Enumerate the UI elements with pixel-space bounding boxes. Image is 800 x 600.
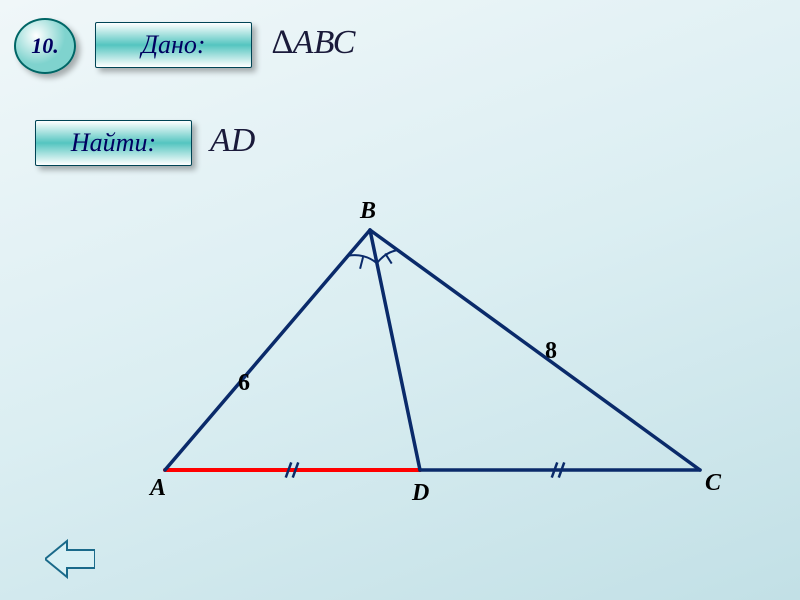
- nav-back-button[interactable]: [45, 538, 95, 580]
- triangle-diagram: A B C D 6 8: [0, 0, 800, 600]
- diagram-label-C: C: [705, 470, 722, 496]
- diagram-label-D: D: [411, 480, 429, 506]
- diagram-label-eight: 8: [545, 338, 557, 364]
- diagram-label-six: 6: [238, 370, 250, 396]
- arrow-left-icon: [45, 538, 95, 580]
- diagram-label-A: A: [148, 475, 166, 501]
- diagram-label-B: B: [359, 198, 376, 224]
